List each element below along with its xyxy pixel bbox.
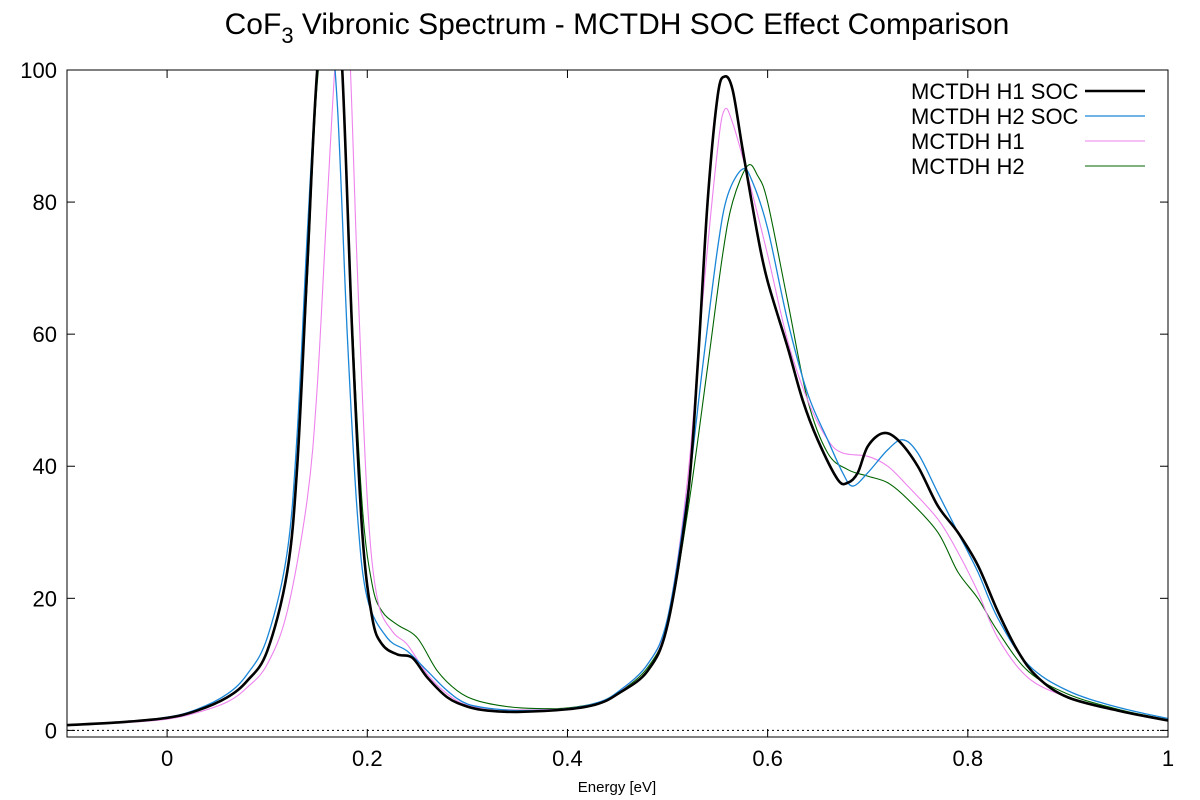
x-tick-label: 0.6 — [752, 746, 783, 771]
y-tick-label: 40 — [33, 454, 57, 479]
x-tick-label: 0 — [161, 746, 173, 771]
tick-layer — [67, 69, 1169, 737]
y-tick-label: 0 — [45, 718, 57, 743]
x-tick-label: 0.8 — [953, 746, 984, 771]
y-tick-label: 100 — [20, 58, 57, 83]
y-tick-label: 60 — [33, 322, 57, 347]
x-tick-label: 1 — [1162, 746, 1174, 771]
legend-label: MCTDH H2 SOC — [911, 104, 1079, 129]
legend-label: MCTDH H2 — [911, 154, 1025, 179]
legend-label: MCTDH H1 SOC — [911, 79, 1079, 104]
y-tick-labels: 0 20 40 60 80 100 — [20, 58, 57, 743]
x-axis-label: Energy [eV] — [578, 779, 656, 796]
chart-title-subscript: 3 — [281, 23, 293, 48]
legend-label: MCTDH H1 — [911, 129, 1025, 154]
x-tick-label: 0.2 — [352, 746, 383, 771]
y-tick-label: 80 — [33, 190, 57, 215]
x-tick-label: 0.4 — [552, 746, 583, 771]
chart-title-rest: Vibronic Spectrum - MCTDH SOC Effect Com… — [294, 8, 1010, 41]
plot-frame — [66, 69, 1169, 738]
series-layer — [67, 70, 1168, 727]
chart-title-main: CoF — [225, 8, 282, 41]
series-line-mctdh-h1-soc — [67, 70, 1168, 727]
x-tick-labels: 0 0.2 0.4 0.6 0.8 1 — [161, 746, 1174, 771]
chart-title: CoF3 Vibronic Spectrum - MCTDH SOC Effec… — [225, 8, 1010, 48]
y-tick-label: 20 — [33, 586, 57, 611]
